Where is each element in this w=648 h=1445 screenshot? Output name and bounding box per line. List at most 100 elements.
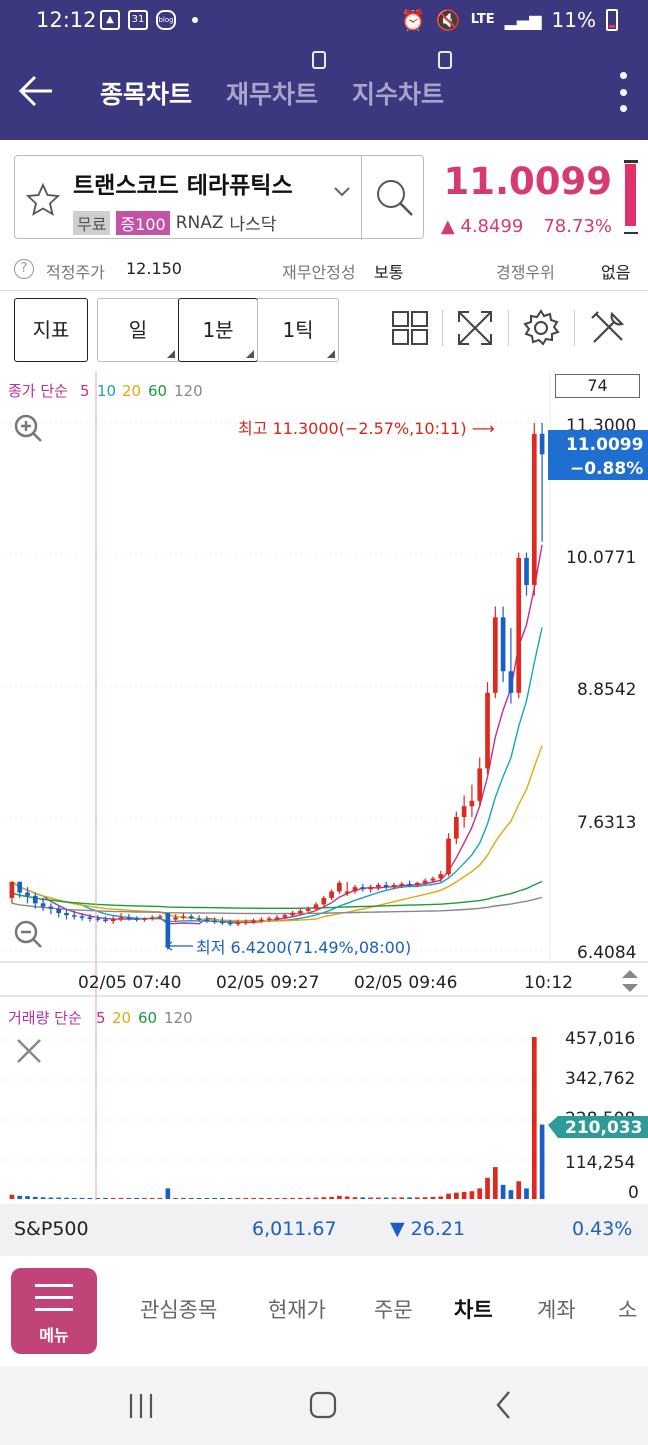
volume-tick: 342,762 xyxy=(565,1069,635,1089)
period-label: 일 xyxy=(128,318,148,342)
volume-bar xyxy=(516,1181,522,1199)
price-chart[interactable]: 종가 단순 5 10 20 60 120 11.3000 10.0771 8.8… xyxy=(0,370,648,1200)
volume-bar xyxy=(352,1197,358,1199)
search-button[interactable] xyxy=(361,156,425,240)
candle-body xyxy=(266,918,272,920)
volume-bar xyxy=(438,1196,444,1199)
candle-body xyxy=(461,806,467,817)
candle-body xyxy=(149,917,155,919)
price-axis-labels: 11.3000 10.0771 8.8542 7.6313 6.4084 xyxy=(566,416,636,963)
time-tick: 10:12 xyxy=(524,973,573,993)
indicator-button[interactable]: 지표 xyxy=(14,298,88,362)
volume-bar xyxy=(313,1197,319,1199)
chevron-down-icon[interactable] xyxy=(333,186,351,198)
volume-bar xyxy=(399,1197,405,1199)
notification-icons: ▲ 31 blog xyxy=(100,10,198,30)
current-price-tag-pct: −0.88% xyxy=(570,459,643,479)
price-change: ▲ 4.8499 78.73% xyxy=(441,216,612,237)
period-tick-button[interactable]: 1틱 xyxy=(257,298,339,362)
volume-legend-60: 60 xyxy=(138,1009,157,1027)
current-volume-tag xyxy=(548,1116,648,1138)
candle-body xyxy=(165,913,171,948)
volume-bar xyxy=(492,1167,498,1199)
nav-more[interactable]: 소 xyxy=(618,1298,638,1322)
back-nav-icon[interactable] xyxy=(494,1390,514,1420)
close-icon[interactable] xyxy=(12,1034,46,1068)
volume-bar xyxy=(227,1198,233,1199)
volume-tick: 114,254 xyxy=(565,1153,635,1173)
candle-body xyxy=(64,913,69,916)
nav-account[interactable]: 계좌 xyxy=(537,1298,576,1322)
stock-selector[interactable]: 트랜스코드 테라퓨틱스 무료 증100 RNAZ 나스닥 xyxy=(14,155,425,240)
change-percent: 78.73% xyxy=(543,216,612,237)
settings-gear-icon[interactable] xyxy=(521,308,561,348)
candle-body xyxy=(477,768,483,801)
volume-bar xyxy=(196,1198,202,1199)
nav-chart[interactable]: 차트 xyxy=(454,1298,493,1322)
candle-body xyxy=(524,557,529,585)
tab-label: 종목차트 xyxy=(100,80,193,109)
ma-legend-60: 60 xyxy=(148,382,167,400)
candle-body xyxy=(399,883,405,886)
tools-icon[interactable] xyxy=(588,308,628,348)
volume-legend-20: 20 xyxy=(112,1009,131,1027)
ticker: RNAZ xyxy=(175,212,224,233)
recents-icon[interactable] xyxy=(126,1392,156,1420)
volume-bar xyxy=(126,1198,132,1199)
volume-bar xyxy=(329,1196,334,1199)
layout-grid-icon[interactable] xyxy=(390,308,430,348)
ma-line-60 xyxy=(11,880,543,909)
volume-bar xyxy=(337,1195,342,1199)
nav-quote[interactable]: 현재가 xyxy=(268,1298,326,1322)
star-icon[interactable] xyxy=(25,182,61,218)
candle-body xyxy=(17,881,23,893)
margin-badge: 증100 xyxy=(116,210,170,235)
candle-body xyxy=(485,692,490,769)
zoom-in-icon[interactable] xyxy=(12,412,44,444)
volume-bar xyxy=(79,1197,85,1199)
stability-label: 재무안정성 xyxy=(282,263,356,282)
candle-body xyxy=(469,800,475,807)
resize-updown-icon[interactable] xyxy=(618,968,642,994)
ma-line-120 xyxy=(11,896,543,915)
visible-count-box[interactable]: 74 xyxy=(555,374,640,398)
tab-label: 재무차트 xyxy=(226,80,319,109)
volume-bar xyxy=(407,1197,412,1199)
stock-tags: 무료 증100 RNAZ 나스닥 xyxy=(73,210,276,235)
fullscreen-icon[interactable] xyxy=(455,308,495,348)
volume-bar xyxy=(453,1192,459,1199)
tab-financial-chart[interactable]: 재무차트 xyxy=(226,51,327,111)
dot-icon xyxy=(192,17,198,23)
zoom-out-icon[interactable] xyxy=(12,918,44,950)
change-value: ▲ 4.8499 xyxy=(440,216,524,237)
more-menu-icon[interactable] xyxy=(620,72,628,112)
hamburger-line xyxy=(35,1284,73,1287)
volume-bar xyxy=(118,1197,124,1199)
candle-body xyxy=(516,557,522,693)
candle-body xyxy=(79,916,85,918)
period-day-button[interactable]: 일 xyxy=(97,298,179,362)
nav-order[interactable]: 주문 xyxy=(374,1298,413,1322)
volume-axis-labels: 457,016 342,762 228,508 114,254 0 xyxy=(565,1029,639,1200)
tab-label: 지수차트 xyxy=(352,80,445,109)
volume-legend-5: 5 xyxy=(96,1009,106,1027)
tab-stock-chart[interactable]: 종목차트 xyxy=(100,75,192,111)
volume-bar xyxy=(188,1198,194,1199)
volume-bar xyxy=(95,1198,101,1199)
back-arrow-icon[interactable] xyxy=(18,74,54,108)
candle-body xyxy=(313,904,319,909)
candle-body xyxy=(415,882,420,885)
volume-bar xyxy=(298,1197,303,1199)
signal-icon: ▂▄▆ xyxy=(504,10,542,30)
mute-icon: 🔇 xyxy=(435,8,461,32)
home-icon[interactable] xyxy=(308,1390,338,1420)
index-ticker-bar[interactable]: S&P500 6,011.67 ▼ 26.21 0.43% xyxy=(0,1204,648,1256)
candle-body xyxy=(383,884,389,888)
tab-index-chart[interactable]: 지수차트 xyxy=(352,51,453,111)
nav-watchlist[interactable]: 관심종목 xyxy=(140,1298,218,1322)
volume-bar xyxy=(524,1188,529,1199)
menu-button[interactable]: 메뉴 xyxy=(11,1268,97,1354)
candle-body xyxy=(157,916,163,918)
period-minute-button[interactable]: 1분 xyxy=(178,298,258,362)
help-icon[interactable]: ? xyxy=(14,259,34,279)
